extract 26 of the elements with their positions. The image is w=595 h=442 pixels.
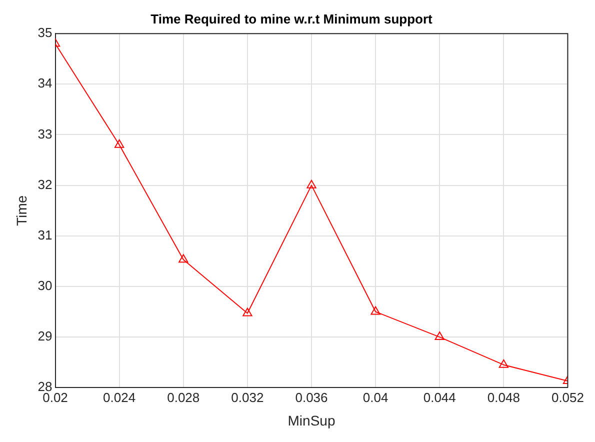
- point: [242, 308, 252, 316]
- y-tick-label: 33: [38, 126, 52, 142]
- y-tick-label: 35: [38, 25, 52, 40]
- point: [370, 306, 380, 315]
- y-tick-label: 28: [38, 379, 52, 394]
- y-tick-label: 31: [38, 227, 52, 242]
- point: [306, 180, 316, 188]
- x-tick-label: 0.044: [423, 390, 456, 405]
- chart-title: Time Required to mine w.r.t Minimum support: [150, 11, 434, 26]
- x-tick-label: 0.036: [295, 390, 328, 405]
- point: [434, 332, 444, 340]
- x-tick-label: 0.048: [487, 390, 520, 405]
- point: [178, 254, 188, 263]
- point: [114, 139, 124, 148]
- x-axis-title: MinSup: [288, 412, 336, 428]
- x-tick-label: 0.032: [231, 390, 264, 405]
- y-tick-label: 30: [38, 278, 52, 294]
- y-tick-label: 32: [38, 176, 52, 192]
- x-tick-label: 0.052: [551, 390, 584, 405]
- x-tick-label: 0.028: [167, 390, 200, 405]
- y-axis-title: Time: [13, 195, 30, 226]
- y-tick-label: 34: [38, 76, 52, 91]
- x-tick-label: 0.024: [103, 390, 136, 405]
- y-tick-label: 29: [38, 328, 52, 344]
- x-tick-label: 0.04: [362, 390, 388, 405]
- point: [498, 359, 509, 368]
